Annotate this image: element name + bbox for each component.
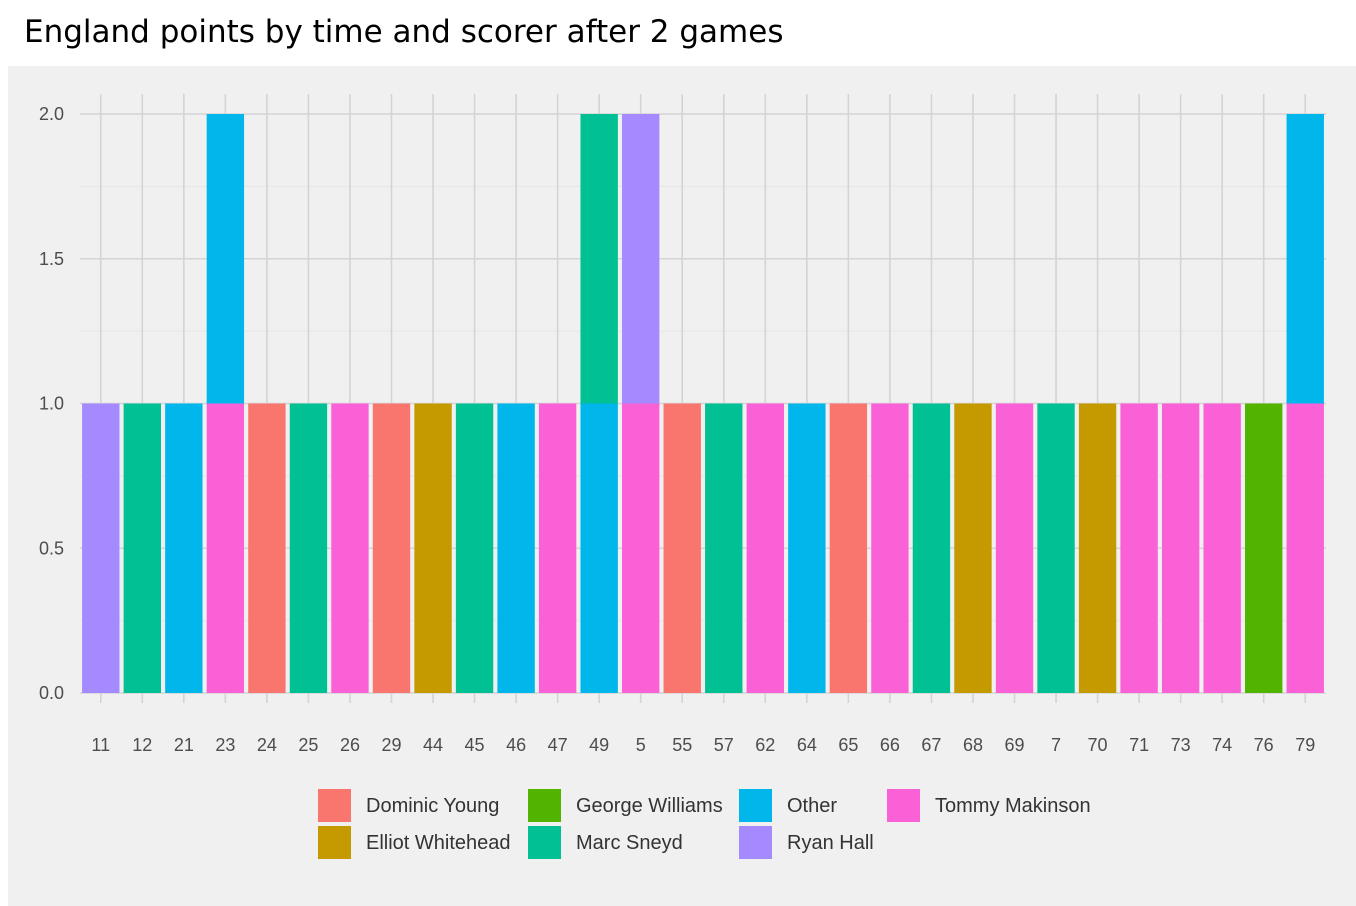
legend-swatch (528, 789, 561, 822)
legend-label: Dominic Young (366, 795, 500, 817)
x-tick-label: 21 (174, 735, 194, 755)
legend-swatch (739, 826, 772, 859)
x-tick-label: 64 (797, 735, 817, 755)
legend-label: Ryan Hall (787, 832, 874, 854)
x-tick-label: 47 (548, 735, 568, 755)
bar-23-other (206, 114, 245, 404)
x-tick-label: 23 (215, 735, 235, 755)
y-tick-label: 1.5 (39, 249, 64, 269)
bar-46-other (497, 403, 535, 693)
x-tick-label: 12 (132, 735, 152, 755)
x-tick-label: 65 (838, 735, 858, 755)
x-tick-label: 45 (465, 735, 485, 755)
bar-7-marc-sneyd (1037, 403, 1075, 693)
x-tick-label: 69 (1004, 735, 1024, 755)
bar-71-tommy-makinson (1120, 403, 1158, 693)
bar-68-elliot-whitehead (954, 403, 992, 693)
legend-label: Marc Sneyd (576, 832, 683, 854)
x-tick-label: 5 (636, 735, 646, 755)
bar-chart: 0.0 0.5 1.0 1.5 2.0 11 12 21 23 24 25 26 29 44 45 46 47 4… (39, 94, 1326, 755)
y-tick-label: 1.0 (39, 394, 64, 414)
x-tick-label: 11 (91, 735, 110, 755)
bar-47-tommy-makinson (538, 403, 577, 693)
bar-70-elliot-whitehead (1078, 403, 1117, 693)
bar-5-ryan-hall (622, 114, 660, 404)
bar-67-marc-sneyd (912, 403, 951, 693)
x-tick-label: 79 (1295, 735, 1315, 755)
bar-23-tommy-makinson (206, 403, 245, 693)
bar-65-dominic-young (829, 403, 868, 693)
bar-73-tommy-makinson (1161, 403, 1200, 693)
bar-62-tommy-makinson (746, 403, 784, 693)
legend-label: Other (787, 795, 838, 817)
legend-swatch (887, 789, 920, 822)
x-tick-label: 29 (381, 735, 401, 755)
chart-panel: 0.0 0.5 1.0 1.5 2.0 11 12 21 23 24 25 26 29 44 45 46 47 4… (8, 66, 1356, 906)
bar-21-other (165, 403, 203, 693)
bar-66-tommy-makinson (871, 403, 909, 693)
x-tick-label: 57 (714, 735, 734, 755)
bar-76-george-williams (1245, 403, 1283, 693)
legend-label: Elliot Whitehead (366, 832, 511, 854)
legend-swatch (318, 826, 351, 859)
legend-swatch (528, 826, 561, 859)
x-tick-label: 68 (963, 735, 983, 755)
x-tick-label: 44 (423, 735, 443, 755)
y-tick-label: 0.5 (39, 538, 64, 558)
bar-79-other (1286, 114, 1324, 404)
bar-25-marc-sneyd (289, 403, 328, 693)
bar-5-tommy-makinson (622, 403, 660, 693)
x-tick-label: 70 (1088, 735, 1108, 755)
bar-44-elliot-whitehead (414, 403, 452, 693)
bar-29-dominic-young (372, 403, 411, 693)
x-tick-label: 73 (1171, 735, 1191, 755)
x-tick-label: 55 (672, 735, 692, 755)
legend-label: Tommy Makinson (935, 795, 1091, 817)
y-tick-label: 0.0 (39, 683, 64, 703)
x-tick-label: 67 (921, 735, 941, 755)
bar-11-ryan-hall (82, 403, 120, 693)
bar-24-dominic-young (248, 403, 286, 693)
x-tick-label: 7 (1051, 735, 1061, 755)
x-tick-label: 25 (298, 735, 318, 755)
x-tick-label: 26 (340, 735, 360, 755)
legend-swatch (318, 789, 351, 822)
bar-55-dominic-young (663, 403, 701, 693)
bar-45-marc-sneyd (455, 403, 494, 693)
bar-79-tommy-makinson (1286, 403, 1324, 693)
bar-49-marc-sneyd (580, 114, 618, 404)
x-tick-label: 66 (880, 735, 900, 755)
legend-swatch (739, 789, 772, 822)
bar-49-other (580, 403, 618, 693)
x-tick-label: 62 (755, 735, 775, 755)
x-tick-label: 71 (1129, 735, 1149, 755)
bar-12-marc-sneyd (123, 403, 161, 693)
x-tick-label: 46 (506, 735, 526, 755)
x-tick-label: 49 (589, 735, 609, 755)
x-tick-label: 24 (257, 735, 277, 755)
bar-57-marc-sneyd (705, 403, 743, 693)
y-tick-label: 2.0 (39, 104, 64, 124)
bar-74-tommy-makinson (1203, 403, 1241, 693)
x-tick-label: 76 (1254, 735, 1274, 755)
legend-label: George Williams (576, 795, 723, 817)
bar-26-tommy-makinson (331, 403, 369, 693)
bar-69-tommy-makinson (995, 403, 1034, 693)
x-tick-label: 74 (1212, 735, 1232, 755)
bar-64-other (788, 403, 826, 693)
chart-title: England points by time and scorer after … (24, 14, 784, 50)
